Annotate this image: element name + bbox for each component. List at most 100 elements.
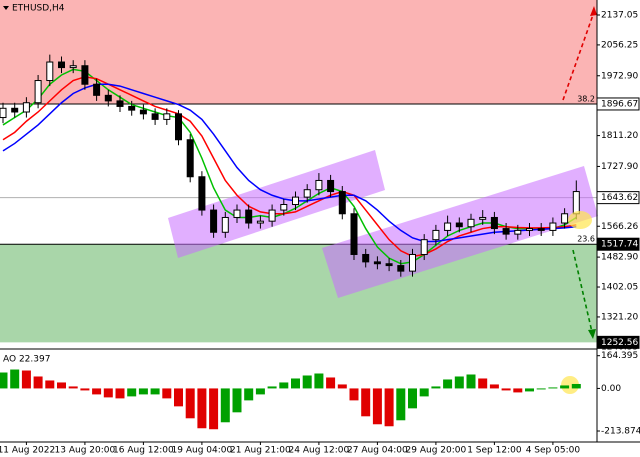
ao-bar [419,388,429,397]
candle-body [81,65,89,85]
y-tick-label: 0.00 [601,384,621,394]
price-tag-label: 1517.74 [601,240,638,250]
ao-bar [209,388,219,430]
menu-icon[interactable] [3,6,9,10]
x-tick-label: 19 Aug 04:00 [172,446,233,456]
candle-body [479,216,487,220]
candle-body [561,213,569,224]
ao-bar [127,388,137,397]
y-tick-label: -213.874 [601,427,640,437]
ao-bar [115,388,125,399]
candle-body [151,113,159,120]
candle-body [373,261,381,265]
candle-body [116,100,124,107]
ao-bar [384,388,394,427]
ao-bar [548,387,558,389]
ao-bar [138,388,148,395]
price-tag [596,237,640,251]
candle-body [572,191,580,215]
candle-body [432,229,440,241]
ao-bar [361,388,371,417]
price-tag [596,335,640,349]
candle-body [327,179,335,193]
candle-body [139,109,147,115]
x-tick-label: 16 Aug 12:00 [113,446,174,456]
ao-bar [489,384,499,389]
candle-body [34,80,42,104]
ao-bar [80,388,90,391]
x-tick-label: 29 Aug 20:00 [406,446,467,456]
candle-body [292,196,299,206]
candle-body [11,107,19,113]
ao-bar [337,384,347,389]
ao-bar [431,386,441,389]
candle-body [163,113,171,120]
chart-title: ETHUSD,H4 [12,4,65,14]
candle-body [502,228,510,235]
candle-body [128,105,136,111]
arrow-head [588,329,596,339]
plot [0,54,580,277]
ao-bar [443,379,453,389]
candle-body [233,209,241,218]
ao-bar [255,388,265,395]
candle-body [93,83,101,96]
ao-bar [478,378,488,389]
ao-bar [349,388,359,401]
y-tick-label: 1811.20 [601,131,638,141]
ao-bar [466,374,476,389]
ao-bar [291,378,300,389]
candle-body [537,228,545,231]
y-tick-label: 1972.90 [601,71,638,81]
ao-bar [232,388,242,413]
candle-body [210,209,218,233]
ao-bar [150,388,160,395]
candle-body [397,265,405,272]
highlight [568,211,592,229]
ma-line [2,68,577,265]
y-tick-label: 2056.25 [601,40,638,50]
x-tick-label: 24 Aug 12:00 [289,446,350,456]
price-tag [596,97,640,111]
ao-bar [314,373,324,389]
candle-body [69,65,77,69]
ao-bar [33,376,43,389]
candle-body [198,176,206,211]
candle-body [444,222,452,231]
ao-bar [244,388,254,401]
ao-bar [454,376,464,389]
y-tick-label: 164.395 [601,351,638,361]
candle-body [315,179,323,191]
ao-bar [302,375,312,389]
candle-body [221,216,229,233]
ao-bar [279,382,289,389]
candle-body [385,263,393,267]
candle-body [0,107,7,119]
candle-body [526,228,533,231]
candle-body [455,222,463,228]
candle-body [186,139,194,178]
price-tag-label: 1643.62 [601,193,638,203]
y-tick-label: 2137.05 [601,11,638,21]
ao-bar [45,380,55,389]
candle-body [338,191,346,215]
fib-label: 38.2 [577,94,595,103]
ao-bar [197,388,207,429]
ao-bar [525,388,534,392]
ao-bar [162,388,172,399]
candle-body [420,239,428,255]
highlight [561,376,579,394]
y-tick-label: 1402.05 [601,283,638,293]
ao-bar [185,388,195,419]
ao-bar [408,388,417,409]
ao-bar [220,388,230,423]
x-tick-label: 1 Sep 12:00 [467,446,522,456]
candle-body [514,229,522,235]
ao-bar [267,386,277,389]
ao-bar [513,388,523,393]
candle-body [409,253,416,272]
x-tick-label: 21 Aug 21:00 [230,446,291,456]
candle-body [256,220,264,224]
candle-body [46,61,54,82]
